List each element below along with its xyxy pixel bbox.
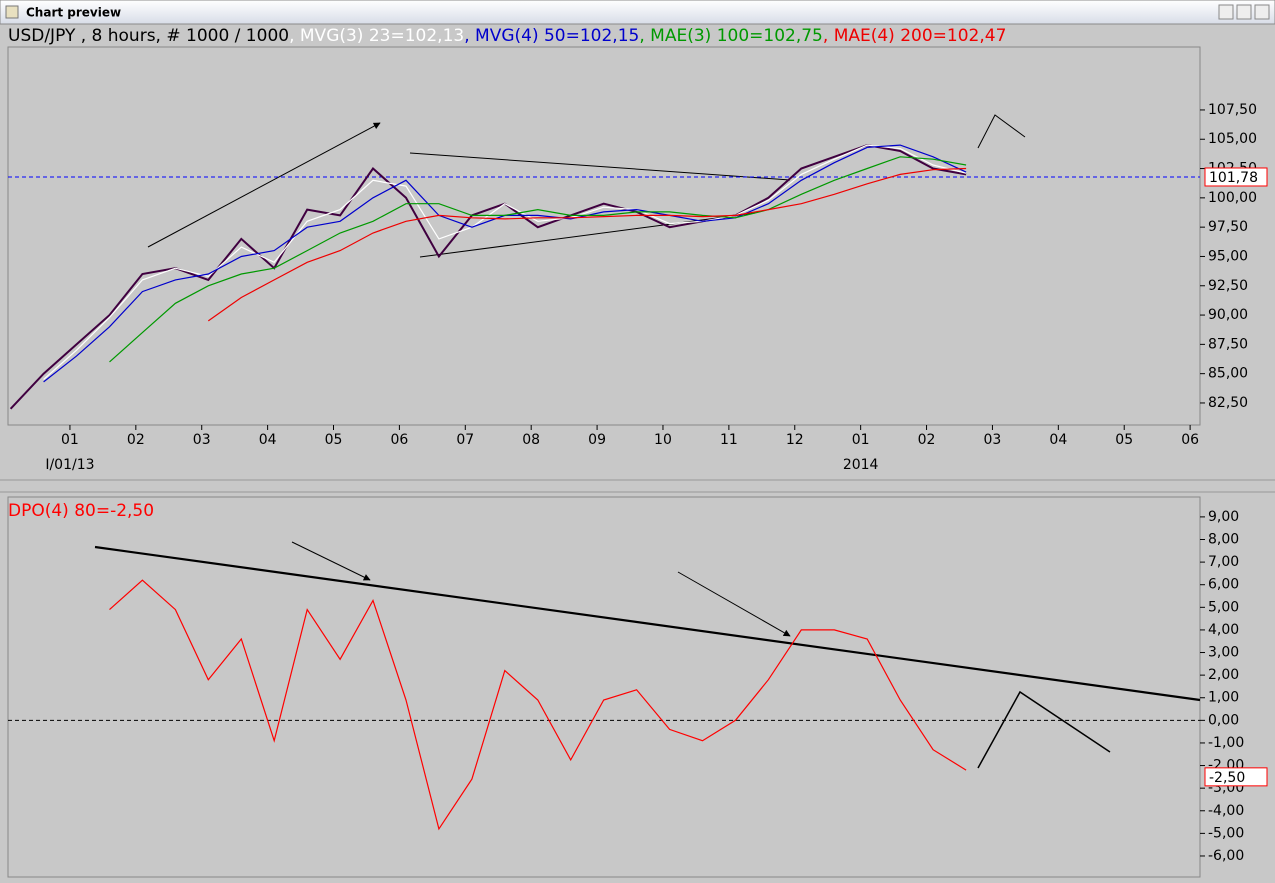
y-tick-label: 3,00: [1208, 645, 1239, 661]
y-tick-label: -5,00: [1208, 825, 1244, 841]
dpo-arrow: [291, 541, 371, 581]
x-period-label: 2014: [843, 457, 879, 473]
y-tick-label: 7,00: [1208, 554, 1239, 570]
y-tick-label: 100,00: [1208, 190, 1257, 206]
legend: DPO(4) 80=-2,50: [8, 501, 154, 521]
y-tick-label: 6,00: [1208, 577, 1239, 593]
x-tick-label: 02: [918, 432, 936, 448]
x-tick-label: 11: [720, 432, 738, 448]
x-tick-label: 05: [325, 432, 343, 448]
y-tick-label: -6,00: [1208, 848, 1244, 864]
drawings: [94, 114, 1201, 769]
legend-separator: ,: [823, 26, 834, 46]
value-marker-label: 101,78: [1209, 170, 1258, 186]
minimize-button[interactable]: [1218, 4, 1234, 20]
projection: [977, 114, 1026, 149]
value-marker-box: [1204, 167, 1268, 187]
x-tick-label: 04: [259, 432, 277, 448]
triangle-line: [409, 152, 791, 181]
y-tick-label: 0,00: [1208, 712, 1239, 728]
maximize-button[interactable]: [1236, 4, 1252, 20]
y-tick-label: 95,00: [1208, 248, 1248, 264]
dpo-trendline: [94, 545, 1201, 702]
y-tick-label: 97,50: [1208, 219, 1248, 235]
x-tick-label: 06: [390, 432, 408, 448]
series-line: [109, 579, 967, 831]
y-tick-label: 85,00: [1208, 366, 1248, 382]
dpo-arrow: [677, 571, 791, 637]
x-tick-label: 10: [654, 432, 672, 448]
series-line: [109, 156, 967, 363]
legend-entry: MAE(3) 100=102,75: [650, 26, 823, 46]
x-tick-label: 03: [984, 432, 1002, 448]
y-tick-label: 5,00: [1208, 599, 1239, 615]
legend: USD/JPY , 8 hours, # 1000 / 1000, MVG(3)…: [8, 26, 1006, 46]
y-tick-label: 2,00: [1208, 667, 1239, 683]
legend-entry: MVG(4) 50=102,15: [475, 26, 639, 46]
legend-entry: MAE(4) 200=102,47: [834, 26, 1007, 46]
window-title: Chart preview: [26, 6, 121, 20]
x-tick-label: 04: [1049, 432, 1067, 448]
x-tick-label: 02: [127, 432, 145, 448]
x-tick-label: 01: [852, 432, 870, 448]
legend-separator: ,: [639, 26, 650, 46]
series-line: [9, 144, 967, 410]
x-period-label: I/01/13: [45, 457, 94, 473]
series-line: [43, 144, 967, 380]
legend-separator: ,: [464, 26, 475, 46]
y-tick-label: 105,00: [1208, 131, 1257, 147]
value-marker-label: -2,50: [1209, 770, 1245, 786]
y-tick-label: 107,50: [1208, 102, 1257, 118]
dpo-projection: [977, 690, 1111, 769]
price-plot-area: [7, 46, 1201, 426]
window-icon: [5, 5, 19, 19]
y-tick-label: 82,50: [1208, 395, 1248, 411]
x-tick-label: 12: [786, 432, 804, 448]
y-tick-label: 1,00: [1208, 690, 1239, 706]
y-tick-label: 9,00: [1208, 509, 1239, 525]
x-tick-label: 07: [456, 432, 474, 448]
title-bar: [0, 0, 1275, 25]
y-tick-label: 87,50: [1208, 336, 1248, 352]
y-tick-label: 8,00: [1208, 531, 1239, 547]
legend-entry: USD/JPY , 8 hours, # 1000 / 1000: [8, 26, 289, 46]
x-tick-label: 01: [61, 432, 79, 448]
trend-arrow: [147, 122, 381, 248]
x-tick-label: 06: [1181, 432, 1199, 448]
y-tick-label: 92,50: [1208, 278, 1248, 294]
legend-entry: MVG(3) 23=102,13: [300, 26, 464, 46]
legend-entry: DPO(4) 80=-2,50: [8, 501, 154, 521]
y-tick-label: 90,00: [1208, 307, 1248, 323]
y-tick-label: -4,00: [1208, 803, 1244, 819]
dpo-plot-area: [7, 496, 1201, 878]
close-button[interactable]: [1254, 4, 1270, 20]
x-tick-label: 05: [1115, 432, 1133, 448]
x-tick-label: 09: [588, 432, 606, 448]
series-line: [207, 167, 967, 322]
legend-separator: ,: [289, 26, 300, 46]
x-tick-label: 03: [193, 432, 211, 448]
y-tick-label: 4,00: [1208, 622, 1239, 638]
y-tick-label: -1,00: [1208, 735, 1244, 751]
x-tick-label: 08: [522, 432, 540, 448]
value-marker-box: [1204, 767, 1268, 787]
